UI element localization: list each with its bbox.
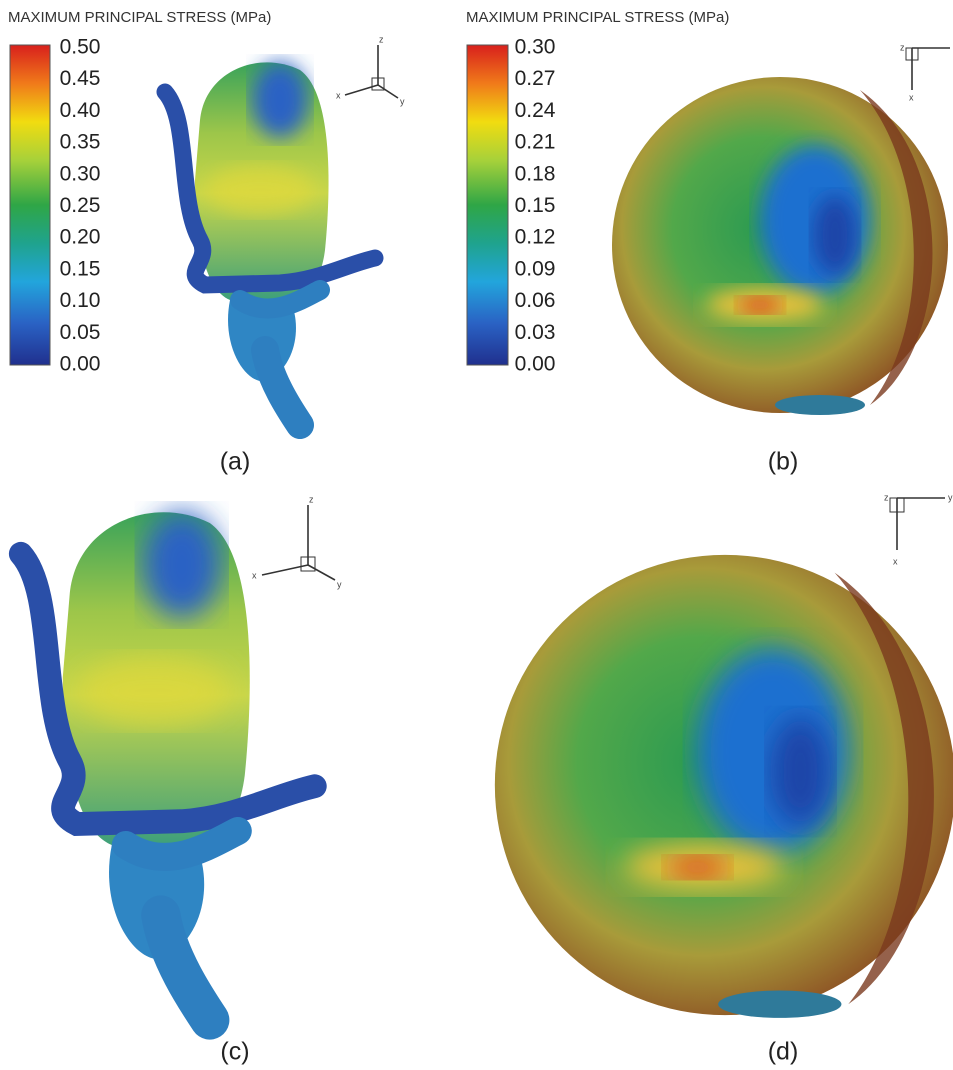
panel-d: z x y (d) <box>495 492 953 1065</box>
panel-label: (a) <box>220 448 251 476</box>
colorbar-tick-label: 0.40 <box>60 99 101 122</box>
colorbar-tick-label: 0.25 <box>60 194 101 217</box>
axis-label: z <box>900 42 905 52</box>
panel-label: (c) <box>220 1038 249 1066</box>
panel-a: MAXIMUM PRINCIPAL STRESS (MPa) 0.500.450… <box>8 9 405 476</box>
colorbar-tick-label: 0.20 <box>60 226 101 249</box>
colorbar-tick-label: 0.15 <box>515 194 556 217</box>
colorbar-tick-label: 0.35 <box>60 131 101 154</box>
colorbar-tick-label: 0.09 <box>515 257 556 280</box>
stress-render <box>165 62 375 425</box>
colorbar-tick-label: 0.05 <box>60 321 101 344</box>
axis-label: z <box>379 34 384 44</box>
panel-label: (d) <box>768 1038 799 1066</box>
axis-label: z <box>884 492 889 502</box>
axis-label: z <box>309 494 314 504</box>
colorbar-tick-label: 0.00 <box>60 353 101 376</box>
axis-triad: z x <box>900 42 950 102</box>
colorbar-tick-label: 0.03 <box>515 321 556 344</box>
axis-label: x <box>252 570 257 580</box>
colorbar-tick-label: 0.15 <box>60 257 101 280</box>
colorbar-tick-label: 0.10 <box>60 289 101 312</box>
colorbar-tick-label: 0.50 <box>60 36 101 59</box>
colorbar-tick-label: 0.18 <box>515 162 556 185</box>
colorbar-title: MAXIMUM PRINCIPAL STRESS (MPa) <box>466 9 729 26</box>
colorbar-title: MAXIMUM PRINCIPAL STRESS (MPa) <box>8 9 271 26</box>
axis-label: y <box>337 579 342 589</box>
figure: MAXIMUM PRINCIPAL STRESS (MPa) 0.500.450… <box>0 0 953 1070</box>
colorbar-tick-label: 0.12 <box>515 226 556 249</box>
colorbar-tick-label: 0.21 <box>515 131 556 154</box>
colorbar-tick-label: 0.00 <box>515 353 556 376</box>
stress-render <box>612 77 948 415</box>
stress-render <box>21 512 315 1020</box>
colorbar-ticks: 0.30 0.27 0.24 0.21 0.18 0.15 0.12 0.09 0.06 0.03… <box>515 36 556 376</box>
colorbar-tick-label: 0.06 <box>515 289 556 312</box>
colorbar-tick-label: 0.24 <box>515 99 556 122</box>
stress-render <box>495 555 953 1018</box>
colorbar <box>467 45 508 365</box>
axis-label: x <box>909 92 914 102</box>
panel-label: (b) <box>768 448 799 476</box>
colorbar-tick-label: 0.45 <box>60 67 101 90</box>
axis-label: y <box>948 492 953 502</box>
axis-label: x <box>336 90 341 100</box>
panel-c: z x y (c) <box>21 494 342 1065</box>
axis-triad: z x y <box>336 34 405 106</box>
axis-triad: z x y <box>252 494 342 589</box>
colorbar-tick-label: 0.30 <box>60 162 101 185</box>
axis-triad: z x y <box>884 492 953 566</box>
axis-label: x <box>893 556 898 566</box>
colorbar-tick-label: 0.30 <box>515 36 556 59</box>
colorbar <box>10 45 50 365</box>
axis-label: y <box>400 96 405 106</box>
panel-b: MAXIMUM PRINCIPAL STRESS (MPa) 0.300.270… <box>466 9 950 476</box>
colorbar-tick-label: 0.27 <box>515 67 556 90</box>
colorbar-ticks: 0.50 0.45 0.40 0.35 0.30 0.25 0.20 0.15 0.10 0.05… <box>60 36 101 376</box>
